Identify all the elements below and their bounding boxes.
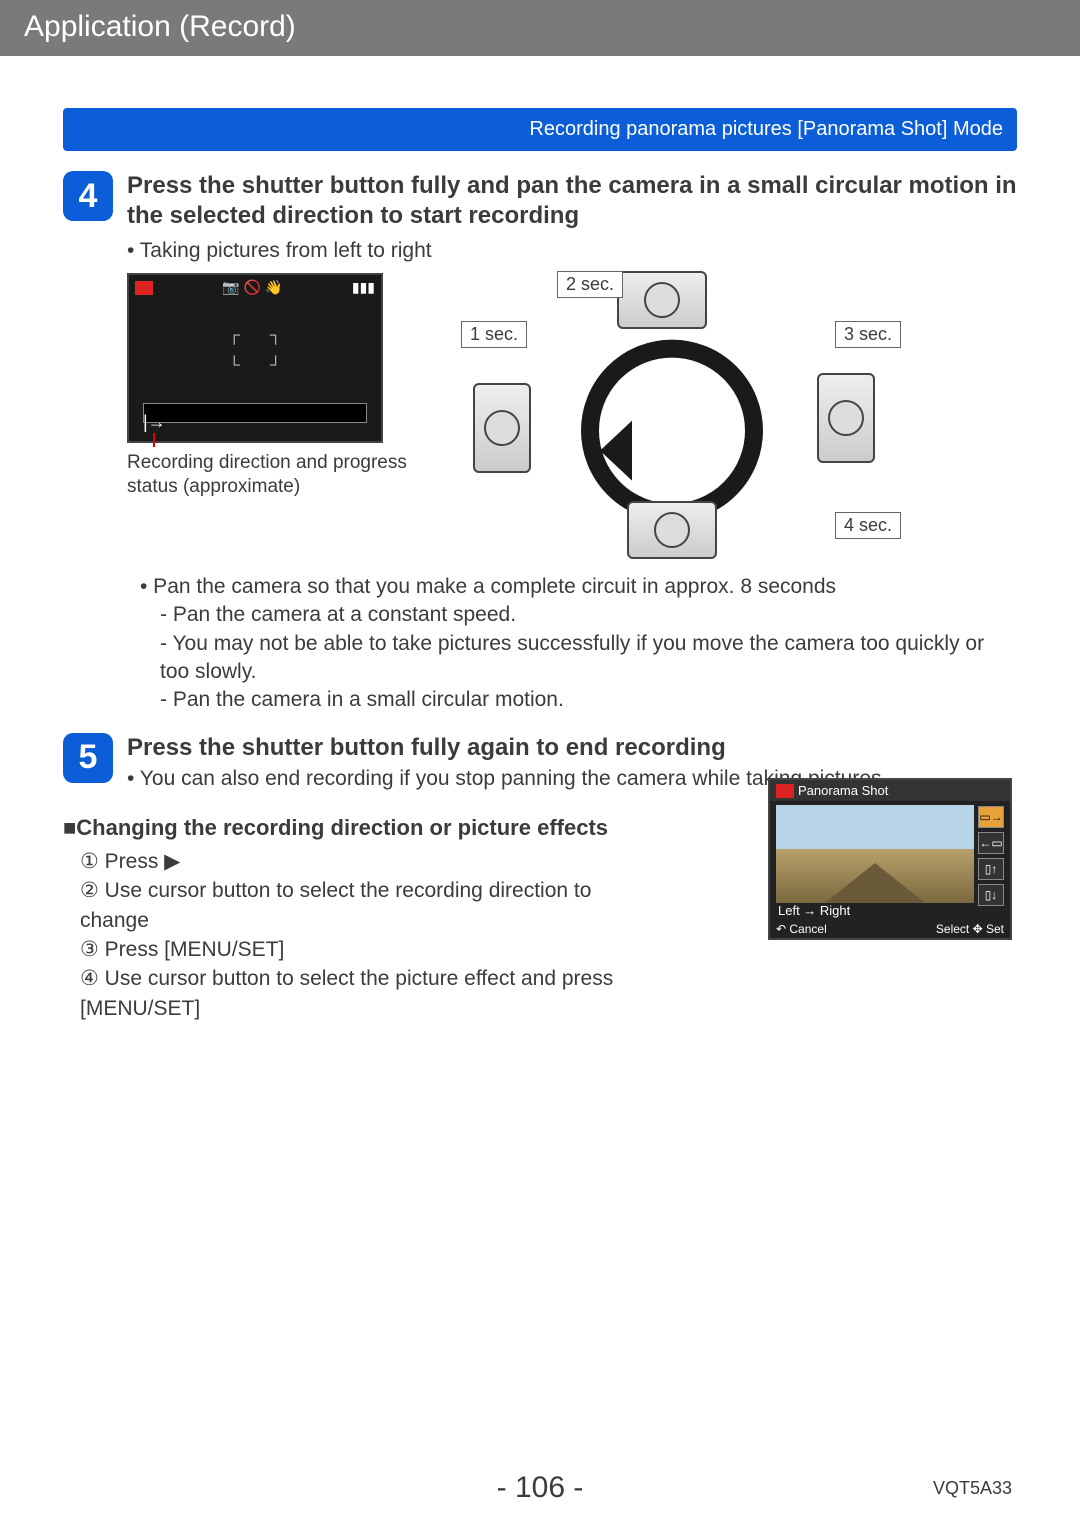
step-4: 4 Press the shutter button fully and pan… <box>63 171 1017 553</box>
illustration-row: 📷 🚫 👋 ▮▮▮ ┌┐ └┘ |→ Recording direction a… <box>127 273 1017 553</box>
changing-steps: ① Press ▶ ② Use cursor button to select … <box>80 847 640 1023</box>
step-body: Press the shutter button fully and pan t… <box>127 171 1017 553</box>
direction-options: ▭→ ←▭ ▯↑ ▯↓ <box>978 806 1006 906</box>
preview-image <box>776 805 974 903</box>
preview-header: Panorama Shot <box>770 780 1010 801</box>
topic-bar-text: Recording panorama pictures [Panorama Sh… <box>529 118 1003 140</box>
mode-icon <box>776 784 794 798</box>
dir-option-down: ▯↓ <box>978 884 1004 906</box>
enum-4: ④ Use cursor button to select the pictur… <box>80 964 640 1023</box>
step-bullet: • Taking pictures from left to right <box>127 239 1017 263</box>
pan-sub2: - You may not be able to take pictures s… <box>160 630 1017 687</box>
preview-footer: ↶ Cancel Select ✥ Set <box>776 922 1004 936</box>
camera-2sec <box>617 271 707 329</box>
step-title: Press the shutter button fully and pan t… <box>127 171 1017 231</box>
label-4sec: 4 sec. <box>835 512 901 539</box>
dir-option-right: ▭→ <box>978 806 1004 828</box>
lcd-focus-brackets-top: ┌┐ <box>229 327 282 345</box>
topic-bar: Recording panorama pictures [Panorama Sh… <box>63 108 1017 151</box>
lcd-column: 📷 🚫 👋 ▮▮▮ ┌┐ └┘ |→ Recording direction a… <box>127 273 427 499</box>
lcd-status-icons: 📷 🚫 👋 ▮▮▮ <box>135 279 375 296</box>
lcd-progress-bar <box>143 403 367 423</box>
pan-sub3: - Pan the camera in a small circular mot… <box>160 686 1017 714</box>
pan-main: • Pan the camera so that you make a comp… <box>140 573 1017 601</box>
section-title: Application (Record) <box>24 10 296 43</box>
enum-3: ③ Press [MENU/SET] <box>80 935 640 964</box>
cancel-label: Cancel <box>789 922 826 936</box>
enum-1: ① Press ▶ <box>80 847 640 876</box>
pan-instructions: • Pan the camera so that you make a comp… <box>140 573 1017 715</box>
enum-2: ② Use cursor button to select the record… <box>80 876 640 935</box>
step-number-badge: 5 <box>63 733 113 783</box>
preview-direction: Left → Right <box>778 903 850 918</box>
camera-4sec <box>627 501 717 559</box>
document-id: VQT5A33 <box>933 1478 1012 1499</box>
label-3sec: 3 sec. <box>835 321 901 348</box>
select-label: Select <box>936 922 969 936</box>
dir-option-left: ←▭ <box>978 832 1004 854</box>
camera-3sec <box>817 373 875 463</box>
step-title: Press the shutter button fully again to … <box>127 733 1017 763</box>
pan-sub1: - Pan the camera at a constant speed. <box>160 601 1017 629</box>
lcd-red-indicator <box>153 433 155 447</box>
dir-option-up: ▯↑ <box>978 858 1004 880</box>
preview-title: Panorama Shot <box>798 783 888 798</box>
rotation-diagram: 1 sec. 2 sec. 3 sec. 4 sec. <box>467 273 877 553</box>
lcd-direction-marker: |→ <box>143 412 166 433</box>
page-number: - 106 - <box>497 1471 584 1505</box>
panorama-menu-preview: Panorama Shot ▭→ ←▭ ▯↑ ▯↓ Left → Right ↶… <box>768 778 1012 940</box>
set-label: Set <box>986 922 1004 936</box>
lcd-screen: 📷 🚫 👋 ▮▮▮ ┌┐ └┘ |→ <box>127 273 383 443</box>
step-number-badge: 4 <box>63 171 113 221</box>
label-1sec: 1 sec. <box>461 321 527 348</box>
lcd-caption: Recording direction and progress status … <box>127 451 427 499</box>
lcd-focus-brackets-bot: └┘ <box>229 357 282 375</box>
camera-1sec <box>473 383 531 473</box>
section-header: Application (Record) <box>0 0 1080 56</box>
label-2sec: 2 sec. <box>557 271 623 298</box>
